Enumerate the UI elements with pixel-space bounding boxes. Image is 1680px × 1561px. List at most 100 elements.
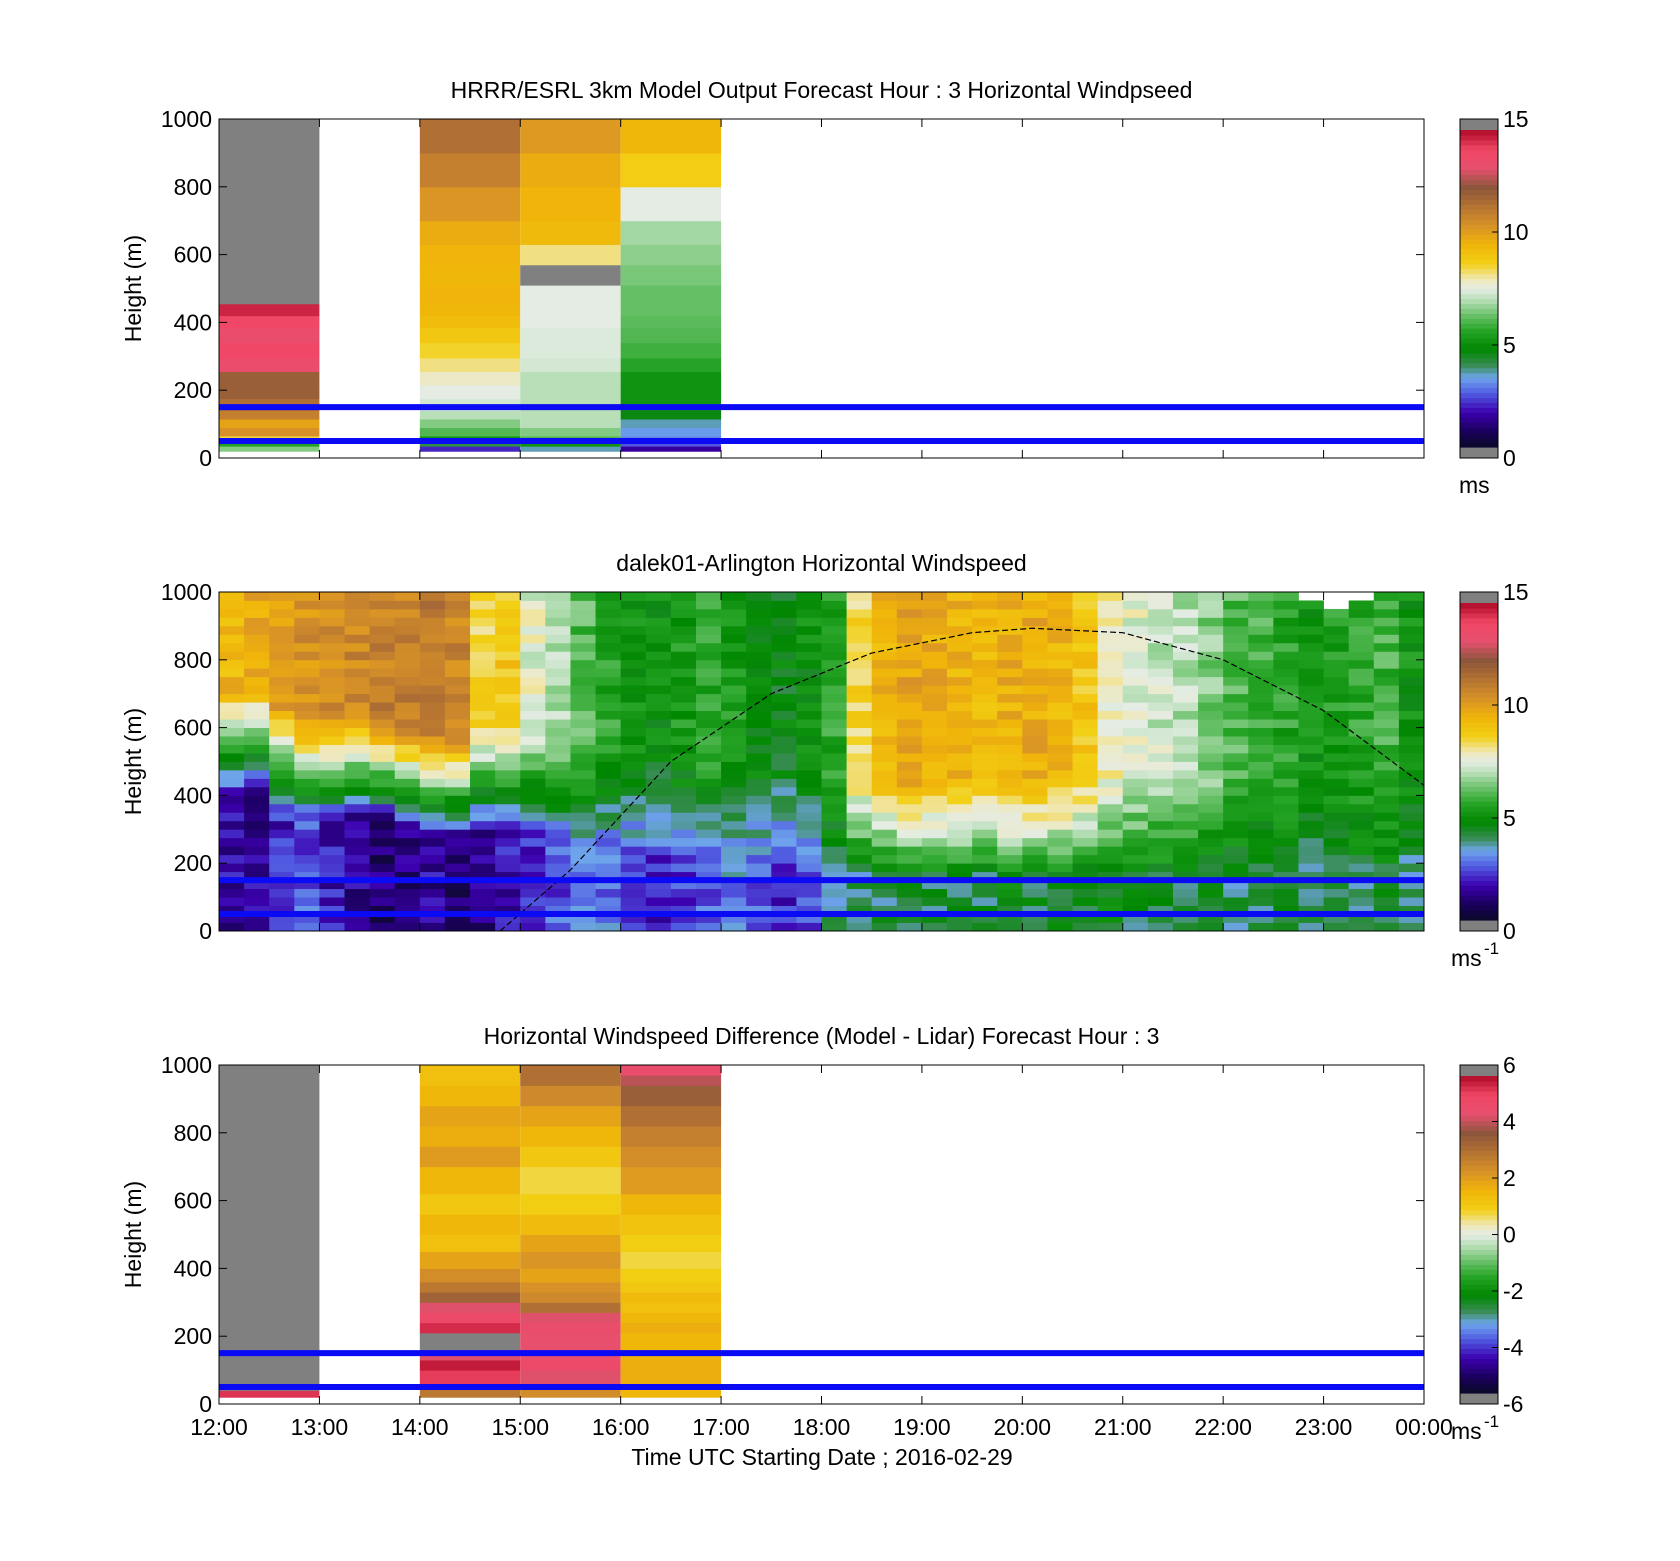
heatmap-cell	[495, 761, 521, 771]
heatmap-cell	[1223, 617, 1249, 627]
heatmap-cell	[1348, 761, 1375, 771]
heatmap-cell	[520, 888, 546, 898]
y-tick-label: 1000	[161, 579, 212, 605]
heatmap-cell	[369, 668, 396, 678]
heatmap-cell	[244, 702, 270, 712]
heatmap-cell	[896, 761, 923, 771]
heatmap-cell	[319, 608, 345, 618]
heatmap-cell	[1097, 812, 1124, 822]
y-tick-label: 1000	[161, 1052, 212, 1078]
heatmap-cell	[419, 186, 521, 222]
heatmap-cell	[721, 846, 747, 856]
heatmap-cell	[444, 812, 471, 822]
heatmap-cell	[1072, 922, 1099, 931]
heatmap-cell	[470, 778, 496, 788]
colorbar-swatch	[1460, 756, 1498, 763]
heatmap-cell	[1223, 880, 1249, 890]
heatmap-cell	[972, 761, 998, 771]
heatmap-cell	[1172, 600, 1199, 610]
heatmap-cell	[1198, 719, 1224, 728]
heatmap-cell	[620, 1251, 722, 1269]
heatmap-cell	[1273, 744, 1299, 754]
heatmap-cell	[947, 600, 973, 610]
heatmap-cell	[721, 744, 747, 754]
heatmap-cell	[670, 659, 697, 669]
heatmap-cell	[1097, 625, 1124, 635]
heatmap-cell	[219, 837, 245, 847]
heatmap-cell	[1172, 736, 1199, 745]
heatmap-cell	[1273, 803, 1299, 813]
heatmap-cell	[419, 608, 446, 618]
heatmap-cell	[545, 871, 571, 881]
colorbar-swatch	[1460, 1085, 1498, 1092]
heatmap-cell	[896, 659, 923, 669]
heatmap-cell	[1022, 761, 1048, 771]
heatmap-cell	[394, 753, 421, 762]
heatmap-cell	[394, 829, 421, 839]
heatmap-cell	[369, 727, 396, 737]
heatmap-cell	[645, 871, 672, 881]
heatmap-cell	[419, 625, 446, 635]
heatmap-cell	[1248, 727, 1274, 737]
heatmap-cell	[997, 905, 1023, 915]
heatmap-cell	[219, 676, 245, 686]
colorbar-swatch	[1460, 840, 1498, 847]
colorbar-swatch	[1460, 402, 1498, 408]
heatmap-cell	[620, 410, 722, 420]
heatmap-cell	[1248, 803, 1274, 813]
heatmap-cell	[721, 710, 747, 720]
heatmap-cell	[670, 854, 697, 864]
colorbar-swatch	[1460, 1353, 1498, 1359]
heatmap-cell	[846, 634, 873, 644]
heatmap-cell	[670, 608, 697, 618]
heatmap-cell	[1097, 592, 1124, 601]
heatmap-cell	[796, 651, 822, 661]
colorbar-swatch	[1460, 1358, 1498, 1364]
plot-frame	[218, 118, 1425, 459]
heatmap-cell	[695, 880, 722, 890]
heatmap-cell	[545, 769, 571, 779]
heatmap-cell	[1323, 837, 1350, 847]
heatmap-cell	[1298, 693, 1324, 703]
heatmap-cell	[545, 659, 571, 669]
colorbar-swatch	[1460, 397, 1498, 404]
heatmap-cell	[495, 905, 521, 915]
heatmap-cell	[1273, 668, 1299, 678]
heatmap-cell	[219, 778, 245, 788]
heatmap-cell	[746, 820, 772, 830]
colorbar-swatch	[1460, 1308, 1498, 1315]
heatmap-cell	[470, 922, 496, 931]
heatmap-cell	[319, 592, 345, 601]
heatmap-cell	[846, 625, 873, 635]
heatmap-cell	[319, 693, 345, 703]
heatmap-cell	[1373, 803, 1400, 813]
heatmap-cell	[444, 897, 471, 906]
heatmap-cell	[1022, 719, 1048, 728]
heatmap-cell	[997, 753, 1023, 762]
heatmap-cell	[1373, 786, 1400, 796]
heatmap-cell	[294, 871, 320, 881]
heatmap-cell	[871, 914, 898, 923]
heatmap-cell	[369, 736, 396, 745]
heatmap-cell	[520, 1166, 621, 1195]
heatmap-cell	[344, 914, 371, 923]
heatmap-cell	[721, 786, 747, 796]
colorbar-swatch	[1460, 1110, 1498, 1117]
heatmap-cell	[394, 897, 421, 906]
heatmap-cell	[1072, 897, 1099, 906]
heatmap-cell	[470, 592, 496, 601]
heatmap-cell	[570, 769, 596, 779]
heatmap-cell	[771, 795, 797, 805]
heatmap-cell	[896, 592, 923, 601]
heatmap-cell	[620, 719, 647, 728]
heatmap-cell	[695, 744, 722, 754]
heatmap-cell	[1248, 625, 1274, 635]
colorbar-swatch	[1460, 387, 1498, 394]
heatmap-cell	[997, 659, 1023, 669]
heatmap-cell	[369, 693, 396, 703]
colorbar-swatch	[1460, 174, 1498, 181]
heatmap-cell	[294, 625, 320, 635]
heatmap-cell	[796, 922, 822, 931]
colorbar-swatch	[1460, 835, 1498, 842]
